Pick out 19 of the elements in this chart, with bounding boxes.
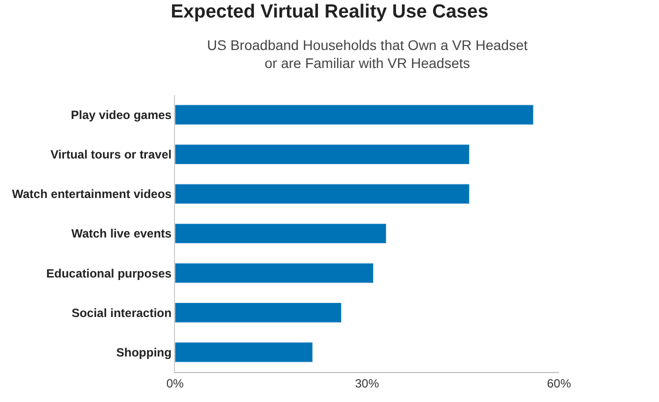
bar <box>175 144 470 164</box>
chart-subtitle: US Broadband Households that Own a VR Headset or are Familiar with VR Headsets <box>207 37 528 72</box>
x-tick-label: 60% <box>546 376 572 390</box>
x-tick-label: 0% <box>166 376 184 390</box>
chart-title: Expected Virtual Reality Use Cases <box>170 1 488 22</box>
y-tick-label: Shopping <box>116 345 172 360</box>
y-tick-label: Virtual tours or travel <box>50 148 172 162</box>
y-tick-label: Watch live events <box>71 226 172 241</box>
x-tick-label: 30% <box>354 376 380 390</box>
bar <box>175 302 342 323</box>
y-tick-label: Watch entertainment videos <box>12 187 172 202</box>
y-tick-label: Educational purposes <box>46 266 172 280</box>
bar <box>175 184 470 204</box>
bar <box>175 262 374 284</box>
bar <box>175 223 386 244</box>
bar <box>175 342 313 362</box>
y-tick-label: Social interaction <box>72 306 172 320</box>
y-tick-label: Play video games <box>70 108 172 122</box>
bar <box>175 104 534 125</box>
